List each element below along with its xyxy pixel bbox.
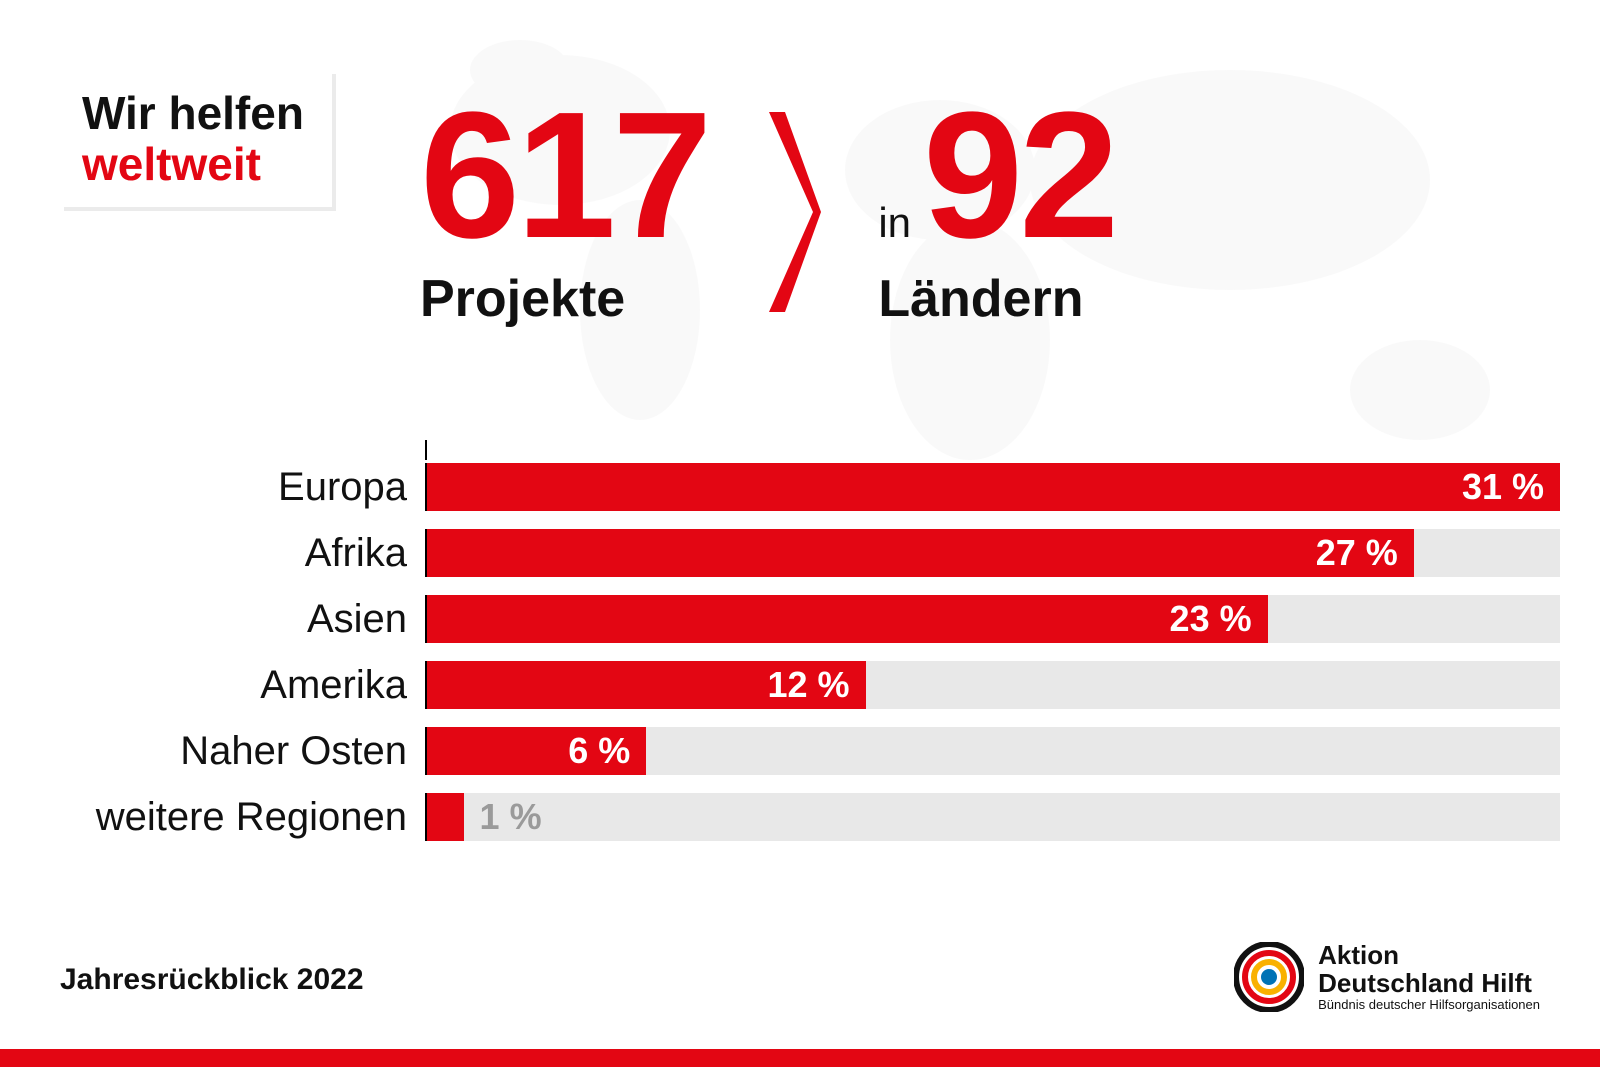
chart-row: Afrika27 %	[60, 526, 1560, 580]
logo-text: Aktion Deutschland Hilft Bündnis deutsch…	[1318, 942, 1540, 1012]
organization-logo: Aktion Deutschland Hilft Bündnis deutsch…	[1234, 942, 1540, 1012]
countries-label: Ländern	[878, 269, 1115, 329]
chart-bar: 31 %	[427, 463, 1560, 511]
region-bar-chart: Europa31 %Afrika27 %Asien23 %Amerika12 %…	[60, 460, 1560, 856]
chart-bar-track: 27 %	[425, 529, 1560, 577]
chart-row-label: Asien	[60, 597, 425, 642]
chart-row-label: Europa	[60, 465, 425, 510]
projects-label: Projekte	[420, 269, 708, 329]
countries-stat: in 92 Ländern	[878, 95, 1115, 329]
axis-tick	[425, 440, 427, 460]
chart-row-label: Naher Osten	[60, 729, 425, 774]
bottom-accent-bar	[0, 1049, 1600, 1067]
projects-stat: 617 Projekte	[420, 95, 708, 329]
arrow-separator-icon	[763, 102, 823, 322]
chart-bar: 27 %	[427, 529, 1414, 577]
chart-row-label: weitere Regionen	[60, 795, 425, 840]
countries-number: 92	[923, 95, 1115, 257]
chart-row-label: Afrika	[60, 531, 425, 576]
chart-bar	[427, 793, 464, 841]
chart-bar-track: 12 %	[425, 661, 1560, 709]
chart-bar: 23 %	[427, 595, 1268, 643]
headline: 617 Projekte in 92 Ländern	[420, 95, 1115, 329]
chart-bar: 6 %	[427, 727, 646, 775]
logo-icon	[1234, 942, 1304, 1012]
chart-row: Europa31 %	[60, 460, 1560, 514]
logo-title-2: Deutschland Hilft	[1318, 970, 1540, 997]
chart-bar-value-outside: 1 %	[464, 793, 542, 841]
title-line1: Wir helfen	[82, 88, 304, 139]
projects-number: 617	[420, 95, 708, 257]
chart-bar-track: 6 %	[425, 727, 1560, 775]
chart-row: Amerika12 %	[60, 658, 1560, 712]
logo-subtitle: Bündnis deutscher Hilfsorganisationen	[1318, 997, 1540, 1012]
chart-bar-track: 31 %	[425, 463, 1560, 511]
title-box: Wir helfen weltweit	[60, 70, 332, 207]
chart-bar-track: 1 %	[425, 793, 1560, 841]
in-word: in	[878, 199, 911, 247]
chart-row: weitere Regionen 1 %	[60, 790, 1560, 844]
chart-row: Naher Osten6 %	[60, 724, 1560, 778]
chart-bar-track: 23 %	[425, 595, 1560, 643]
logo-title-1: Aktion	[1318, 942, 1540, 969]
chart-row: Asien23 %	[60, 592, 1560, 646]
footer-text: Jahresrückblick 2022	[60, 963, 364, 997]
chart-bar: 12 %	[427, 661, 866, 709]
title-line2: weltweit	[82, 139, 304, 190]
chart-row-label: Amerika	[60, 663, 425, 708]
